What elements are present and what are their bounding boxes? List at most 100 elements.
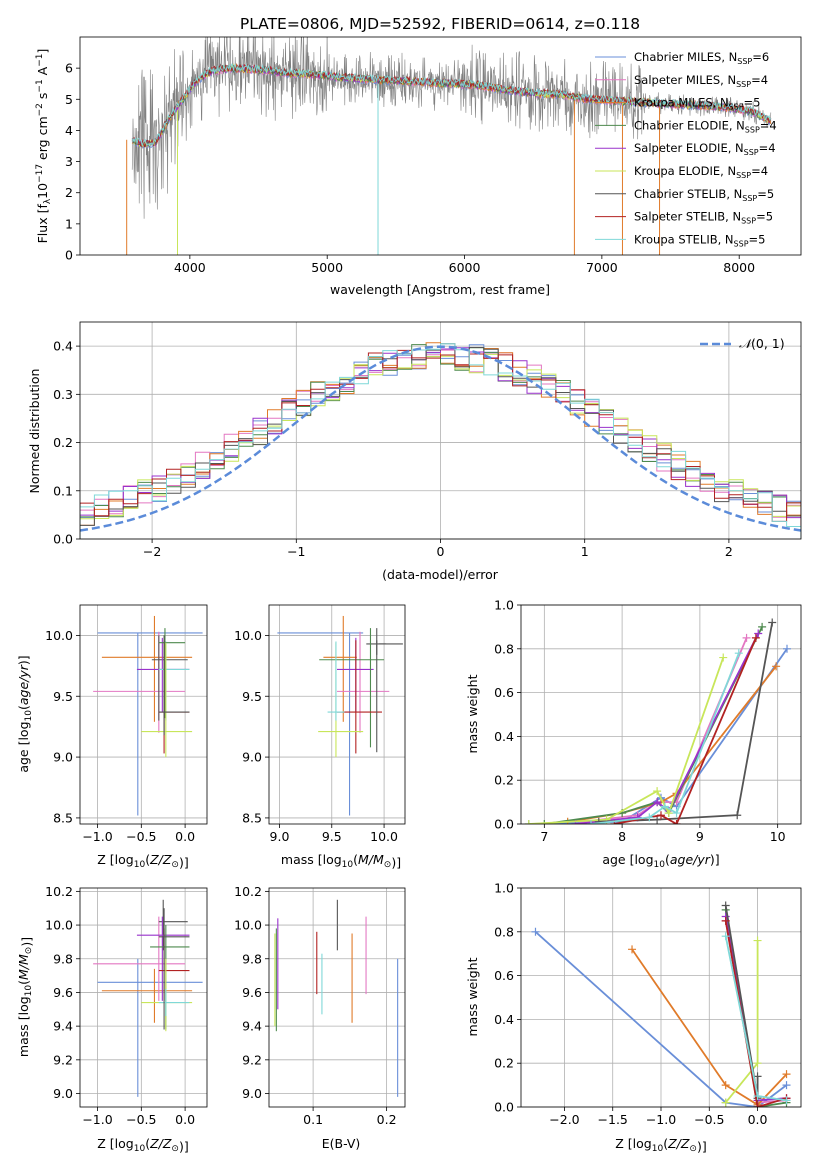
superscript: −2	[35, 103, 45, 116]
y-tick-label: 9.6	[242, 985, 262, 1000]
x-axis-label: Z [log10(Z/Z⊙)]	[615, 1136, 706, 1154]
weight-point-marker	[753, 1059, 762, 1068]
y-tick-label: 0.8	[494, 924, 514, 939]
y-tick-label: 10.0	[234, 628, 262, 643]
label-text: A	[35, 66, 50, 79]
legend-count: =4	[751, 164, 768, 178]
label-text: ⊙	[171, 860, 179, 870]
y-tick-label: 0.2	[494, 773, 514, 788]
label-text: )]	[179, 1139, 189, 1154]
weight-point-marker	[653, 798, 662, 807]
y-tick-label: 0.4	[494, 1012, 514, 1027]
weight-point-marker	[742, 633, 751, 642]
label-text: mass [log	[16, 996, 31, 1057]
y-tick-label: 6	[65, 61, 73, 76]
weight-point-marker	[782, 1096, 791, 1105]
y-tick-label: 0	[65, 248, 73, 263]
weight-point-marker	[753, 1072, 762, 1081]
weight-line	[583, 637, 748, 823]
y-tick-label: 5	[65, 92, 73, 107]
legend-args: (0, 1)	[751, 336, 785, 351]
legend-count: =5	[757, 187, 774, 201]
subscript: 10	[24, 710, 34, 722]
plot-area	[93, 615, 203, 816]
weight-point-marker	[664, 809, 673, 818]
axes-frame	[79, 36, 802, 256]
legend-label: Kroupa MILES, NSSP=5	[634, 96, 760, 112]
subscript: SSP	[742, 194, 757, 203]
y-tick-label: 10.0	[234, 918, 262, 933]
legend-label: Salpeter ELODIE, NSSP=4	[634, 141, 776, 157]
weight-point-marker	[672, 820, 681, 824]
weight-point-marker	[753, 1103, 762, 1107]
axes-frame	[79, 604, 208, 825]
legend-count: =4	[760, 118, 777, 132]
x-tick-label: 10.0	[370, 829, 398, 844]
x-axis-label: (data-model)/error	[382, 567, 499, 582]
weight-line	[528, 657, 725, 824]
y-tick-label: 10.0	[45, 628, 73, 643]
label-text: mass [log	[281, 852, 342, 867]
legend-count: =6	[752, 50, 769, 64]
label-text: ]	[35, 49, 50, 54]
label-text: )]	[710, 852, 720, 867]
plot-area	[93, 899, 203, 1097]
x-tick-label: 8000	[723, 260, 755, 275]
legend-series-name: Kroupa MILES, N	[634, 96, 729, 110]
weight-point-marker	[587, 820, 595, 824]
y-tick-label: 1	[65, 216, 73, 231]
superscript: −1	[35, 54, 45, 67]
legend-label: Chabrier STELIB, NSSP=5	[634, 187, 774, 203]
x-axis-label: wavelength [Angstrom, rest frame]	[330, 282, 550, 297]
subscript: 10	[24, 985, 34, 997]
label-text: (	[145, 1136, 150, 1151]
axes-frame	[520, 604, 802, 825]
x-tick-label: 0.0	[748, 1112, 768, 1127]
subscript: 10	[652, 1144, 664, 1154]
y-tick-label: 10.0	[45, 918, 73, 933]
label-text: ⊙	[24, 947, 34, 955]
weight-point-marker	[531, 927, 540, 936]
y-tick-label: 0.8	[494, 641, 514, 656]
label-text: Z [log	[97, 1136, 133, 1151]
subscript: 10	[654, 860, 666, 870]
legend-count: =4	[751, 73, 768, 87]
y-tick-label: 9.0	[242, 750, 262, 765]
weight-point-marker	[645, 813, 654, 822]
plot-area	[524, 618, 791, 824]
label-text: )]	[179, 855, 189, 870]
x-tick-label: 0	[437, 544, 445, 559]
x-tick-label: 8	[618, 829, 626, 844]
legend-label: Salpeter MILES, NSSP=4	[634, 73, 768, 89]
label-text: )]	[19, 937, 34, 947]
x-tick-label: −0.5	[126, 829, 156, 844]
age-vs-metallicity-panel: −1.0 −0.5 0.08.59.09.510.0Z [log10(Z/Z⊙)]a…	[16, 604, 208, 870]
plot-area	[126, 37, 772, 255]
x-tick-label: 5000	[311, 260, 343, 275]
x-tick-label: −0.5	[126, 1112, 156, 1127]
weight-point-marker	[733, 811, 742, 820]
subscript: SSP	[741, 217, 756, 226]
weight-point-marker	[657, 811, 665, 820]
x-tick-label: −2.0	[549, 1112, 579, 1127]
label-text: Z/Z	[149, 1136, 172, 1151]
label-text: Z [log	[615, 1136, 651, 1151]
legend-series-name: Chabrier STELIB, N	[634, 187, 742, 201]
superscript: −17	[35, 164, 45, 183]
label-text: M/M	[358, 852, 384, 867]
y-tick-label: 0.1	[53, 483, 73, 498]
y-tick-label: 0.3	[53, 387, 73, 402]
subscript: SSP	[744, 148, 759, 157]
subscript: 10	[134, 1144, 146, 1154]
y-tick-label: 9.5	[53, 689, 73, 704]
legend-series-name: Kroupa ELODIE, N	[634, 164, 736, 178]
y-tick-label: 0.2	[53, 435, 73, 450]
label-text: Z [log	[97, 852, 133, 867]
x-tick-label: 7000	[586, 260, 618, 275]
label-text: ⊙	[171, 1144, 179, 1154]
x-tick-label: −1.0	[82, 829, 112, 844]
x-tick-label: −0.5	[694, 1112, 724, 1127]
legend-series-name: Chabrier ELODIE, N	[634, 118, 745, 132]
